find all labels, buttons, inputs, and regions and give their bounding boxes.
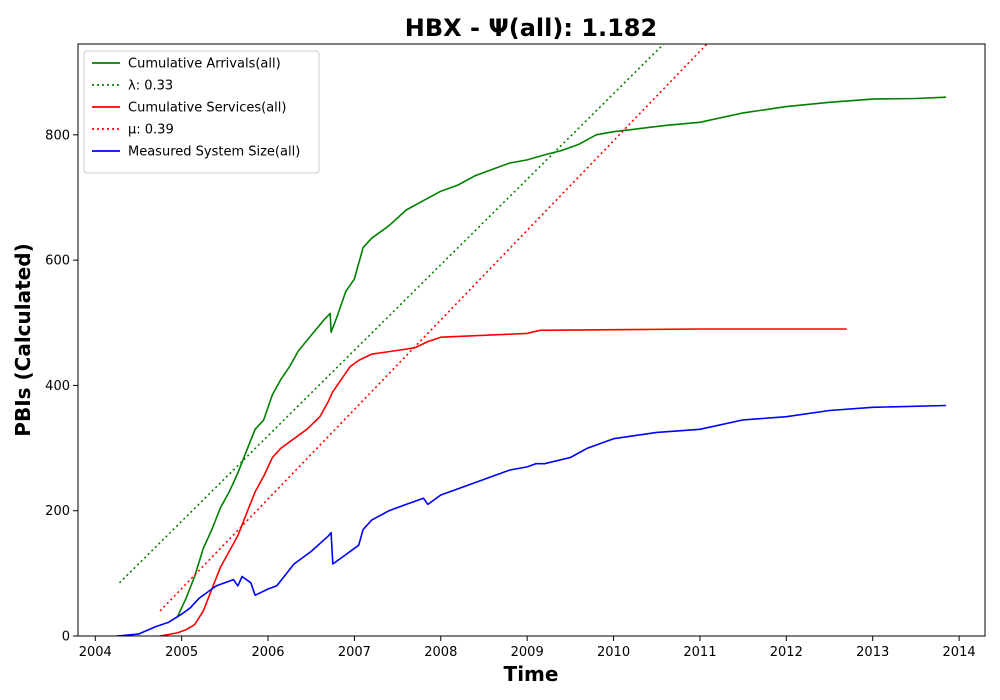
x-tick-label: 2006 xyxy=(251,645,284,660)
x-tick-label: 2012 xyxy=(770,645,803,660)
y-tick-label: 600 xyxy=(45,254,70,269)
x-tick-label: 2011 xyxy=(683,645,716,660)
y-tick-label: 200 xyxy=(45,504,70,519)
plot-area xyxy=(116,44,947,636)
x-tick-label: 2009 xyxy=(511,645,544,660)
x-tick-label: 2013 xyxy=(856,645,889,660)
y-tick-label: 400 xyxy=(45,379,70,394)
y-axis-label: PBIs (Calculated) xyxy=(11,243,35,436)
legend-label: λ: 0.33 xyxy=(128,79,173,94)
x-tick-label: 2008 xyxy=(424,645,457,660)
series-line-cumulative-arrivals-all xyxy=(176,96,947,618)
y-tick-label: 0 xyxy=(62,630,70,645)
legend: Cumulative Arrivals(all) λ: 0.33 Cumulativ… xyxy=(83,50,320,174)
legend-box xyxy=(83,50,320,174)
y-axis: 0 200 400 600 800 xyxy=(45,128,78,645)
x-tick-label: 2007 xyxy=(338,645,371,660)
x-axis-label: Time xyxy=(504,662,559,686)
x-tick-label: 2010 xyxy=(597,645,630,660)
x-tick-label: 2004 xyxy=(79,645,112,660)
legend-label: Cumulative Arrivals(all) xyxy=(128,57,281,72)
legend-label: μ: 0.39 xyxy=(128,123,174,138)
legend-label: Cumulative Services(all) xyxy=(128,101,286,116)
chart-title: HBX - Ψ(all): 1.182 xyxy=(405,14,657,42)
series-line-measured-system-size-all xyxy=(116,404,947,636)
plot-frame xyxy=(77,43,986,637)
series-line-cumulative-services-all xyxy=(159,328,847,636)
legend-label: Measured System Size(all) xyxy=(128,145,300,160)
x-axis: 2004 2005 2006 2007 2008 2009 2010 2011 2012 2013… xyxy=(79,636,976,660)
x-tick-label: 2005 xyxy=(165,645,198,660)
x-tick-label: 2014 xyxy=(943,645,976,660)
y-tick-label: 800 xyxy=(45,128,70,143)
series-line-0-39 xyxy=(159,44,708,612)
